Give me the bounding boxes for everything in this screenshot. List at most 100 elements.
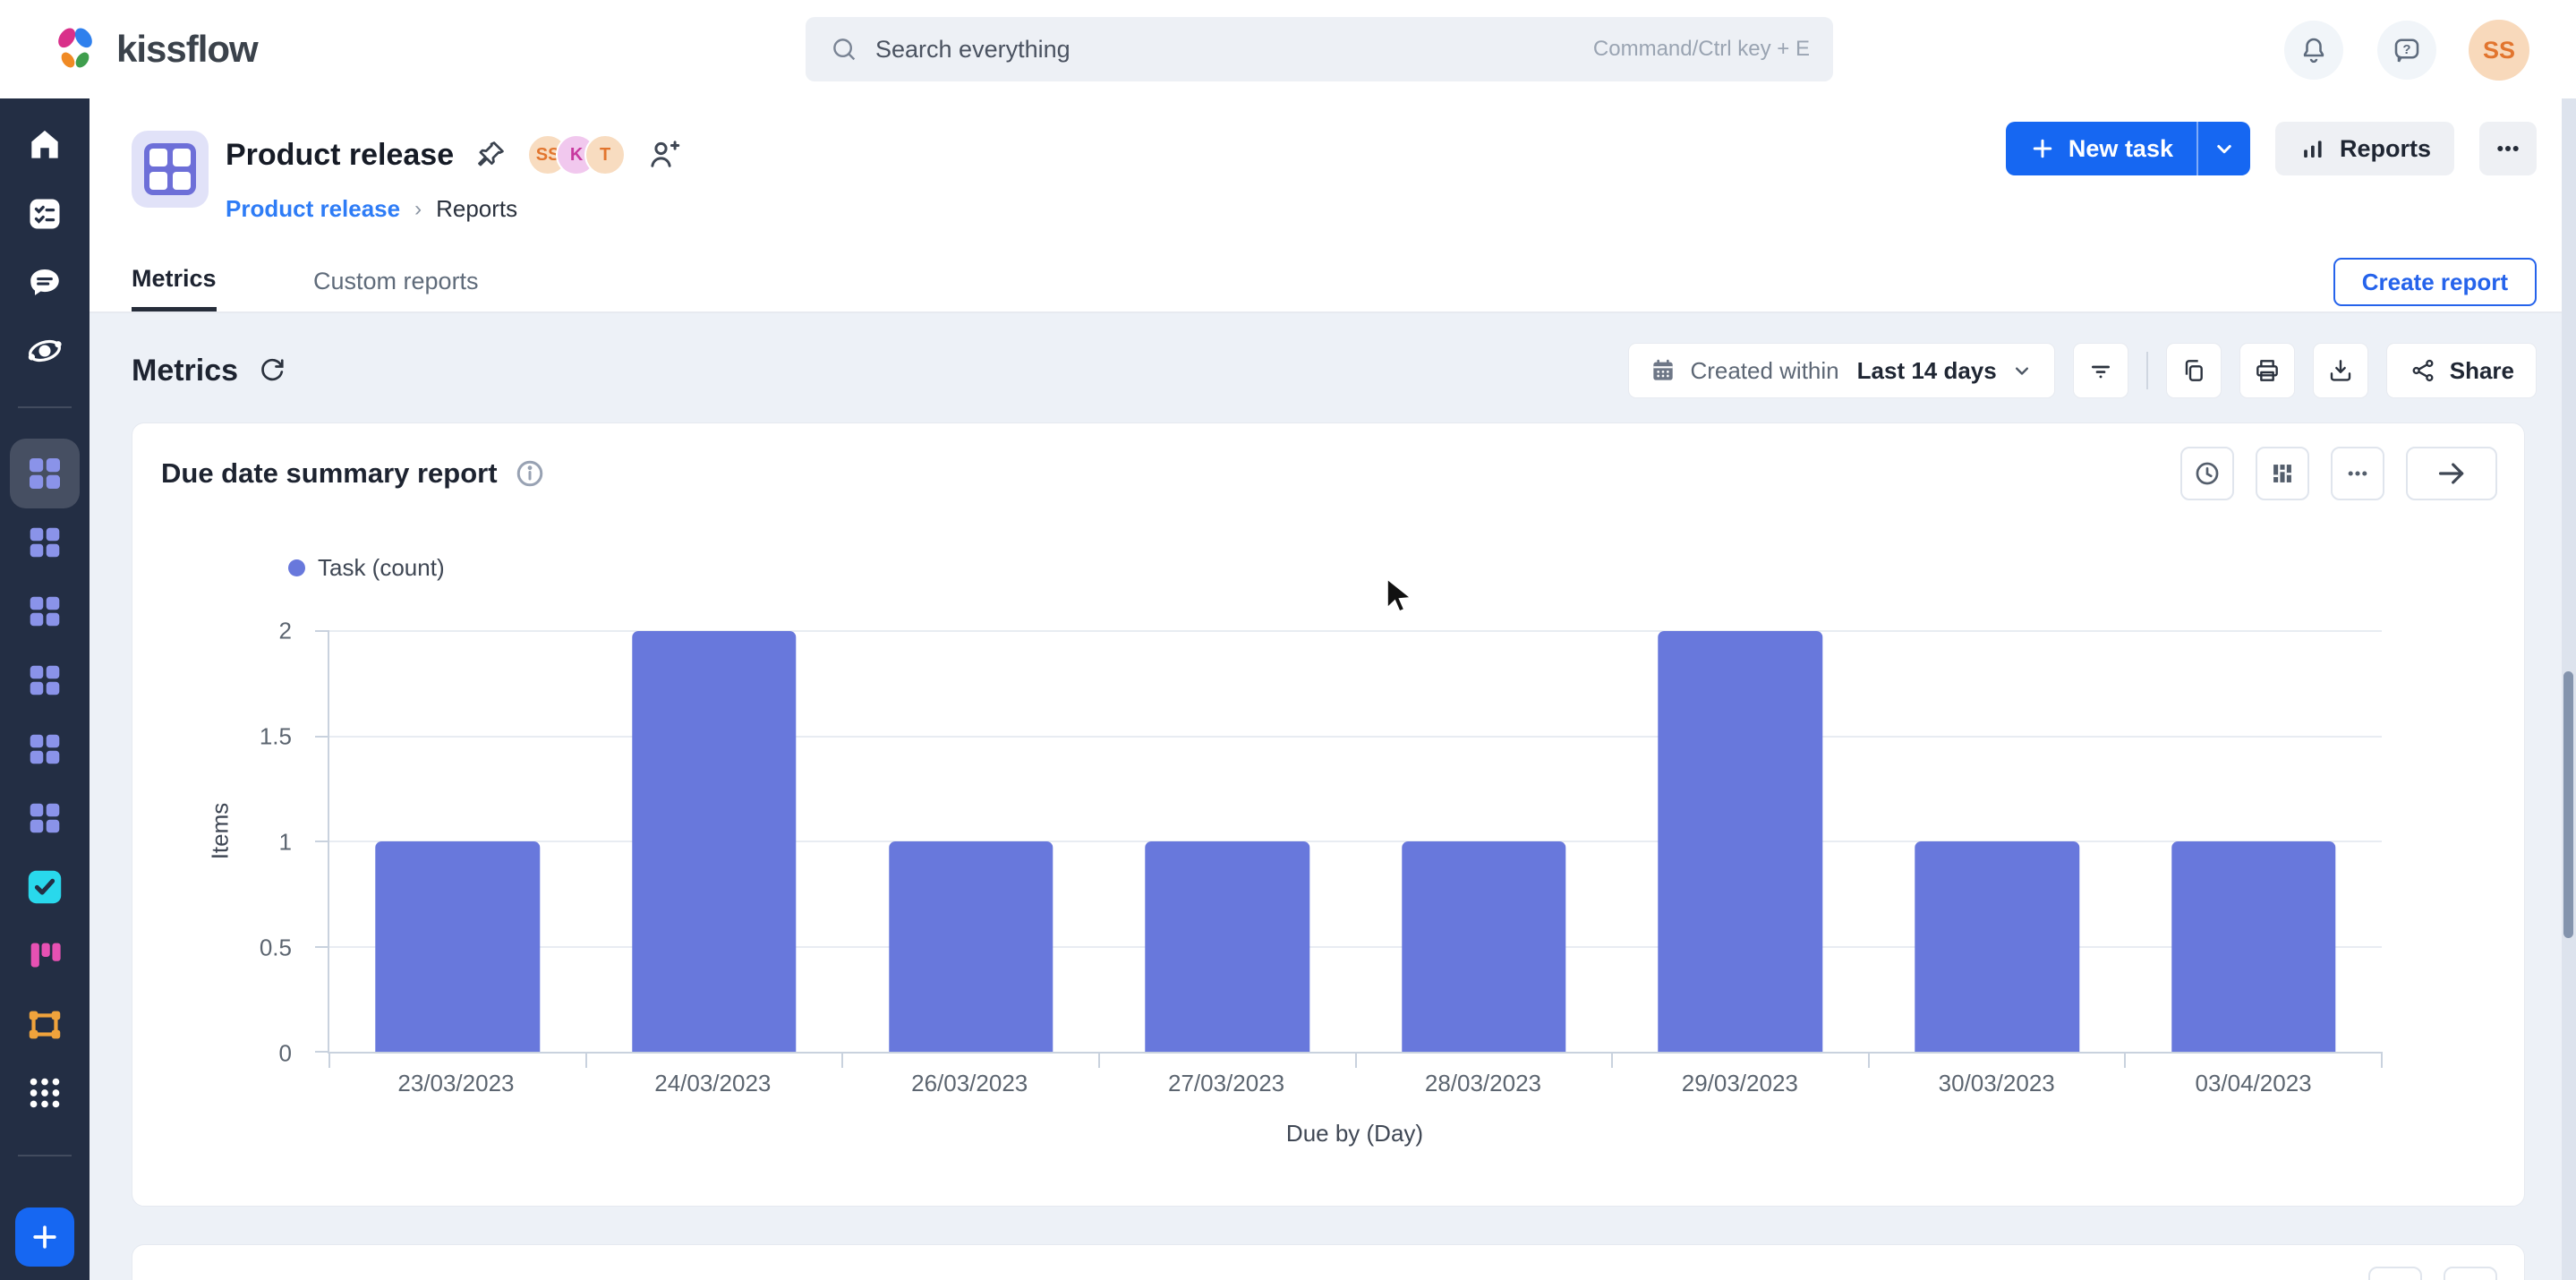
x-tick-label: 26/03/2023: [911, 1070, 1028, 1097]
breadcrumb: Product release › Reports: [226, 195, 517, 223]
create-report-button[interactable]: Create report: [2333, 258, 2537, 306]
x-tick: [1867, 1052, 1870, 1068]
toolbar-divider: [2145, 352, 2148, 389]
bar-29/03/2023[interactable]: [1658, 631, 1823, 1052]
member-avatars[interactable]: SS K T: [527, 134, 627, 175]
tab-custom-reports[interactable]: Custom reports: [313, 267, 479, 294]
bar-03/04/2023[interactable]: [2171, 841, 2336, 1052]
sidebar-item-chat[interactable]: [25, 263, 64, 303]
copy-icon: [2179, 356, 2208, 385]
breadcrumb-link[interactable]: Product release: [226, 195, 401, 222]
card-more-button[interactable]: [2331, 447, 2384, 500]
reports-button[interactable]: Reports: [2274, 122, 2454, 175]
more-options-button[interactable]: [2479, 122, 2537, 175]
y-tick: [315, 1051, 329, 1053]
main-area: Product release SS K T Product release ›…: [90, 98, 2576, 1280]
brand-wordmark: kissflow: [116, 28, 259, 70]
bar-28/03/2023[interactable]: [1402, 841, 1566, 1052]
topbar: kissflow Command/Ctrl key + E ? SS: [0, 0, 2576, 98]
new-task-button[interactable]: New task: [2006, 122, 2196, 175]
search-icon: [829, 34, 859, 64]
refresh-icon[interactable]: [256, 354, 288, 387]
filter-button[interactable]: [2072, 343, 2128, 398]
card-button[interactable]: [2368, 1267, 2422, 1280]
info-icon[interactable]: [514, 457, 546, 490]
pin-icon[interactable]: [473, 138, 508, 172]
y-tick: [315, 735, 329, 738]
card-button[interactable]: [2444, 1267, 2497, 1280]
x-axis-title: Due by (Day): [1285, 1120, 1424, 1147]
sidebar-item-board-3[interactable]: [24, 591, 65, 632]
board-grid-icon: [24, 591, 65, 632]
date-range-label: Created within: [1690, 356, 1839, 384]
avatar[interactable]: T: [584, 134, 627, 175]
sidebar-item-board-4[interactable]: [24, 660, 65, 701]
notifications-button[interactable]: [2284, 21, 2343, 80]
kissflow-logo[interactable]: kissflow: [47, 0, 259, 98]
x-tick: [584, 1052, 587, 1068]
x-tick-label: 24/03/2023: [654, 1070, 772, 1097]
x-tick: [1354, 1052, 1357, 1068]
bar-26/03/2023[interactable]: [888, 841, 1053, 1052]
x-tick-label: 27/03/2023: [1167, 1070, 1285, 1097]
sidebar-item-tasks[interactable]: [25, 194, 64, 234]
duplicate-button[interactable]: [2165, 343, 2222, 398]
chart-legend[interactable]: Task (count): [288, 554, 445, 582]
sidebar-item-board-5[interactable]: [24, 729, 65, 770]
bar-23/03/2023[interactable]: [375, 841, 541, 1052]
sidebar: [0, 98, 90, 1280]
sidebar-item-kanban-app[interactable]: [24, 935, 65, 977]
new-task-dropdown-button[interactable]: [2196, 122, 2250, 175]
x-tick: [328, 1052, 330, 1068]
report-card-next-partial: [132, 1244, 2525, 1280]
sidebar-item-board-6[interactable]: [24, 798, 65, 839]
chart-type-button[interactable]: [2256, 447, 2309, 500]
sidebar-item-board-active[interactable]: [10, 439, 80, 508]
download-button[interactable]: [2312, 343, 2368, 398]
report-card-due-date-summary: Due date summary report: [132, 422, 2525, 1207]
bar-30/03/2023[interactable]: [1915, 841, 2079, 1052]
scrollbar-thumb[interactable]: [2563, 671, 2573, 938]
plus-icon: [2029, 135, 2056, 162]
x-tick-label: 23/03/2023: [397, 1070, 515, 1097]
legend-dot: [288, 559, 305, 576]
download-icon: [2326, 356, 2355, 385]
chevron-down-icon: [2211, 135, 2238, 162]
global-search[interactable]: Command/Ctrl key + E: [806, 17, 1833, 81]
kissflow-logo-icon: [47, 21, 104, 78]
column-chart-icon: [2267, 458, 2298, 489]
chat-icon: [25, 263, 64, 303]
help-button[interactable]: ?: [2377, 21, 2436, 80]
y-tick-label: 1.5: [259, 722, 292, 750]
search-input[interactable]: [875, 35, 1577, 64]
x-tick: [2124, 1052, 2127, 1068]
kanban-app-icon: [24, 935, 65, 977]
add-member-icon[interactable]: [645, 136, 683, 174]
mouse-cursor: [1386, 577, 1416, 617]
x-tick-label: 03/04/2023: [2195, 1070, 2312, 1097]
sidebar-item-home[interactable]: [25, 125, 64, 165]
x-axis-labels: 23/03/2023 24/03/2023 26/03/2023 27/03/2023…: [328, 1070, 2382, 1100]
bar-27/03/2023[interactable]: [1145, 841, 1309, 1052]
print-button[interactable]: [2239, 343, 2295, 398]
home-icon: [25, 125, 64, 165]
date-range-dropdown[interactable]: Created within Last 14 days: [1628, 343, 2055, 398]
tab-metrics[interactable]: Metrics: [132, 251, 217, 311]
sidebar-add-button[interactable]: [15, 1207, 74, 1267]
x-tick: [1611, 1052, 1614, 1068]
x-tick-label: 30/03/2023: [1938, 1070, 2055, 1097]
sidebar-item-check-app[interactable]: [24, 866, 65, 908]
history-button[interactable]: [2180, 447, 2234, 500]
bar-24/03/2023[interactable]: [632, 631, 797, 1052]
user-avatar[interactable]: SS: [2469, 20, 2529, 81]
share-button[interactable]: Share: [2385, 343, 2537, 398]
scrollbar-track[interactable]: [2562, 98, 2576, 1280]
sidebar-item-tracker[interactable]: [24, 330, 65, 371]
sidebar-item-workflow-app[interactable]: [24, 1004, 65, 1045]
y-axis-labels: 0 0.5 1 1.5 2: [222, 618, 313, 1067]
sidebar-item-board-2[interactable]: [24, 522, 65, 563]
expand-report-button[interactable]: [2406, 447, 2497, 500]
sidebar-item-all-apps[interactable]: [24, 1072, 65, 1114]
x-tick-label: 28/03/2023: [1424, 1070, 1542, 1097]
